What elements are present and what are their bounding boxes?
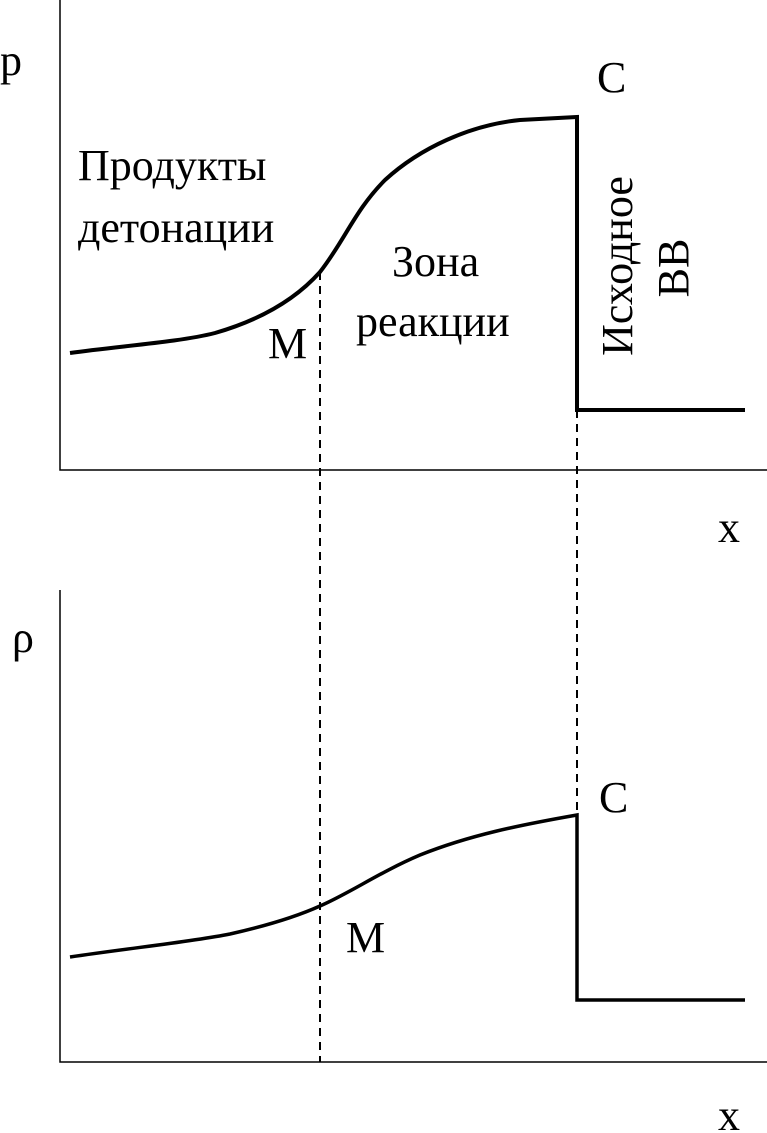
density-curve — [69, 812, 745, 1002]
x-label: x — [718, 503, 740, 552]
point-label: M — [268, 319, 307, 368]
point-label: M — [346, 913, 385, 962]
top-axes — [59, 0, 767, 471]
region-label: Продукты — [78, 141, 266, 190]
y-label: ρ — [12, 613, 34, 662]
y-label: p — [0, 36, 22, 85]
region-label: Зона — [392, 237, 479, 286]
region-label: Исходное — [593, 176, 642, 356]
pressure-curve — [69, 114, 745, 412]
point-label: C — [597, 53, 626, 102]
bottom-axes — [59, 590, 767, 1063]
x-label: x — [718, 1091, 740, 1133]
point-label: C — [599, 773, 628, 822]
region-label: реакции — [356, 297, 510, 346]
region-label: ВВ — [649, 239, 698, 298]
region-label: детонации — [78, 203, 274, 252]
